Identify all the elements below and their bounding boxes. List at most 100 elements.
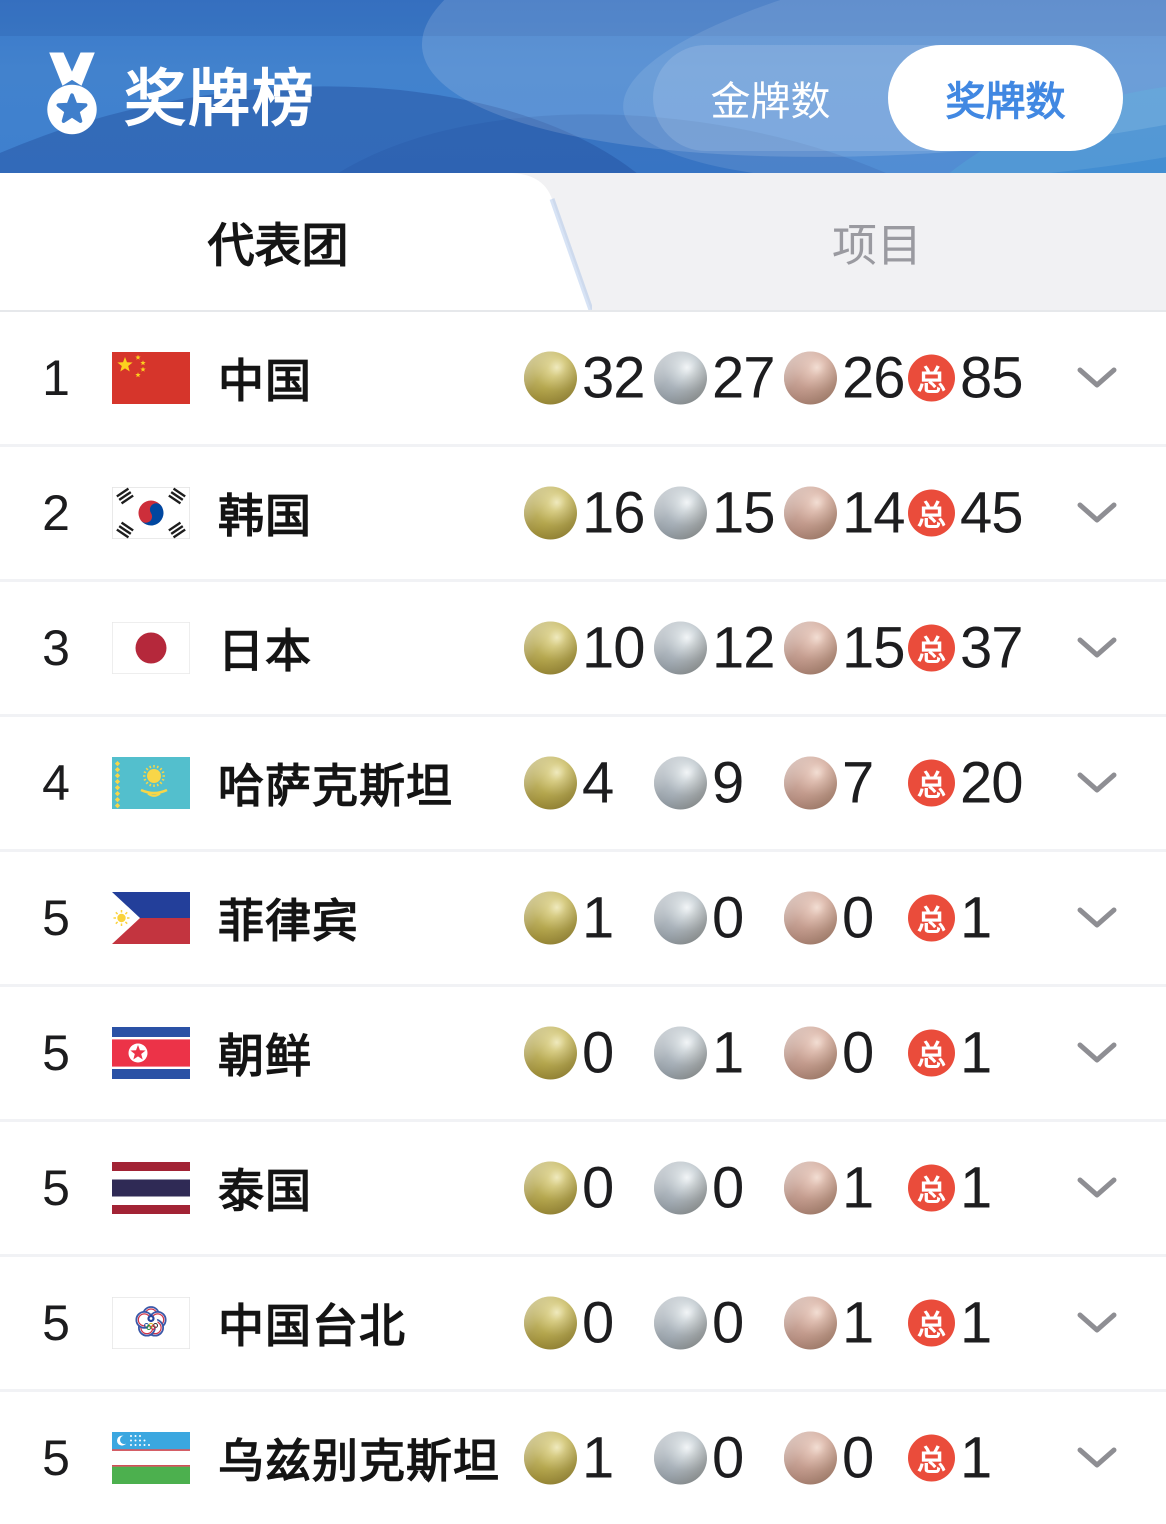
rank-number: 5 bbox=[42, 1025, 70, 1081]
bronze-count: 0 bbox=[842, 1425, 874, 1491]
chevron-down-icon[interactable] bbox=[1076, 771, 1118, 795]
gold-count: 0 bbox=[582, 1290, 614, 1356]
bronze-count: 0 bbox=[842, 1020, 874, 1086]
total-badge-icon: 总 bbox=[908, 1029, 955, 1077]
country-name: 乌兹别克斯坦 bbox=[218, 1435, 500, 1487]
active-tab-background bbox=[0, 173, 592, 310]
total-badge-icon: 总 bbox=[908, 1434, 955, 1482]
chevron-down-icon[interactable] bbox=[1076, 501, 1118, 525]
rank-number: 3 bbox=[42, 620, 70, 676]
country-name: 中国台北 bbox=[218, 1300, 406, 1352]
total-badge-icon: 总 bbox=[908, 354, 955, 402]
toggle-gold-count[interactable]: 金牌数 bbox=[710, 80, 831, 124]
country-flag-japan bbox=[112, 622, 190, 674]
medal-table-row[interactable]: 5 菲律宾 1 0 0 总 1 bbox=[0, 852, 1166, 987]
gold-count: 0 bbox=[582, 1020, 614, 1086]
total-badge-icon: 总 bbox=[908, 489, 955, 537]
bronze-count: 7 bbox=[842, 750, 874, 816]
silver-count: 15 bbox=[712, 480, 776, 546]
country-flag-kazakhstan bbox=[112, 757, 190, 809]
rank-number: 5 bbox=[42, 890, 70, 946]
country-flag-china bbox=[112, 352, 190, 404]
total-count: 1 bbox=[960, 1155, 992, 1221]
chevron-down-icon[interactable] bbox=[1076, 1446, 1118, 1470]
bronze-count: 26 bbox=[842, 345, 906, 411]
medal-table-row[interactable]: 5 乌兹别克斯坦 1 0 0 总 1 bbox=[0, 1392, 1166, 1524]
rank-number: 5 bbox=[42, 1295, 70, 1351]
medal-table-row[interactable]: 5 泰国 0 0 1 总 1 bbox=[0, 1122, 1166, 1257]
silver-count: 27 bbox=[712, 345, 776, 411]
silver-count: 0 bbox=[712, 885, 744, 951]
bronze-medal-icon bbox=[784, 1431, 837, 1485]
gold-medal-icon bbox=[524, 891, 577, 945]
bronze-medal-icon bbox=[784, 486, 837, 540]
app-header: 奖牌榜 金牌数 奖牌数 bbox=[0, 0, 1166, 173]
total-count: 45 bbox=[960, 480, 1024, 546]
silver-count: 0 bbox=[712, 1425, 744, 1491]
rank-number: 1 bbox=[42, 350, 70, 406]
medal-table-row[interactable]: 4 哈萨克斯坦 4 9 7 总 20 bbox=[0, 717, 1166, 852]
chevron-down-icon[interactable] bbox=[1076, 1311, 1118, 1335]
medal-icon bbox=[47, 52, 97, 135]
silver-medal-icon bbox=[654, 756, 707, 810]
gold-medal-icon bbox=[524, 1431, 577, 1485]
chevron-down-icon[interactable] bbox=[1076, 906, 1118, 930]
chevron-down-icon[interactable] bbox=[1076, 636, 1118, 660]
country-flag-south-korea bbox=[112, 487, 190, 539]
gold-count: 1 bbox=[582, 885, 614, 951]
ranking-mode-toggle: 金牌数 奖牌数 bbox=[653, 45, 1123, 151]
gold-medal-icon bbox=[524, 756, 577, 810]
bronze-count: 0 bbox=[842, 885, 874, 951]
bronze-medal-icon bbox=[784, 621, 837, 675]
total-count: 20 bbox=[960, 750, 1024, 816]
tab-bar: 代表团 项目 bbox=[0, 173, 1166, 312]
total-badge-icon: 总 bbox=[908, 624, 955, 672]
total-count: 85 bbox=[960, 345, 1024, 411]
total-badge-icon: 总 bbox=[908, 1299, 955, 1347]
chevron-down-icon[interactable] bbox=[1076, 1041, 1118, 1065]
silver-medal-icon bbox=[654, 351, 707, 405]
total-count: 37 bbox=[960, 615, 1024, 681]
total-count: 1 bbox=[960, 1290, 992, 1356]
bronze-medal-icon bbox=[784, 891, 837, 945]
total-badge-icon: 总 bbox=[908, 894, 955, 942]
gold-medal-icon bbox=[524, 351, 577, 405]
country-flag-thailand bbox=[112, 1162, 190, 1214]
tab-delegations[interactable]: 代表团 bbox=[207, 219, 349, 272]
silver-medal-icon bbox=[654, 891, 707, 945]
bronze-count: 15 bbox=[842, 615, 906, 681]
bronze-count: 1 bbox=[842, 1290, 874, 1356]
medal-table-row[interactable]: 5 朝鲜 0 1 0 总 1 bbox=[0, 987, 1166, 1122]
chevron-down-icon[interactable] bbox=[1076, 1176, 1118, 1200]
chevron-down-icon[interactable] bbox=[1076, 366, 1118, 390]
gold-medal-icon bbox=[524, 1296, 577, 1350]
rank-number: 5 bbox=[42, 1430, 70, 1486]
silver-medal-icon bbox=[654, 486, 707, 540]
total-count: 1 bbox=[960, 1425, 992, 1491]
toggle-medal-count[interactable]: 奖牌数 bbox=[888, 45, 1123, 151]
country-flag-chinese-taipei bbox=[112, 1297, 190, 1349]
gold-count: 1 bbox=[582, 1425, 614, 1491]
silver-count: 12 bbox=[712, 615, 776, 681]
silver-medal-icon bbox=[654, 1161, 707, 1215]
total-count: 1 bbox=[960, 885, 992, 951]
medal-table-row[interactable]: 1 中国 32 27 26 总 85 bbox=[0, 312, 1166, 447]
gold-count: 10 bbox=[582, 615, 646, 681]
total-badge-icon: 总 bbox=[908, 759, 955, 807]
total-badge-icon: 总 bbox=[908, 1164, 955, 1212]
tab-events[interactable]: 项目 bbox=[831, 220, 922, 271]
gold-medal-icon bbox=[524, 621, 577, 675]
silver-medal-icon bbox=[654, 1026, 707, 1080]
country-flag-uzbekistan bbox=[112, 1432, 190, 1484]
silver-count: 9 bbox=[712, 750, 744, 816]
bronze-medal-icon bbox=[784, 351, 837, 405]
medal-table-row[interactable]: 5 中国台北 0 bbox=[0, 1257, 1166, 1392]
country-name: 中国 bbox=[218, 355, 312, 407]
gold-count: 32 bbox=[582, 345, 646, 411]
bronze-medal-icon bbox=[784, 1161, 837, 1215]
medal-table-row[interactable]: 2 韩国 16 15 14 总 45 bbox=[0, 447, 1166, 582]
gold-count: 0 bbox=[582, 1155, 614, 1221]
medal-table-row[interactable]: 3 日本 10 12 15 总 37 bbox=[0, 582, 1166, 717]
bronze-medal-icon bbox=[784, 1296, 837, 1350]
